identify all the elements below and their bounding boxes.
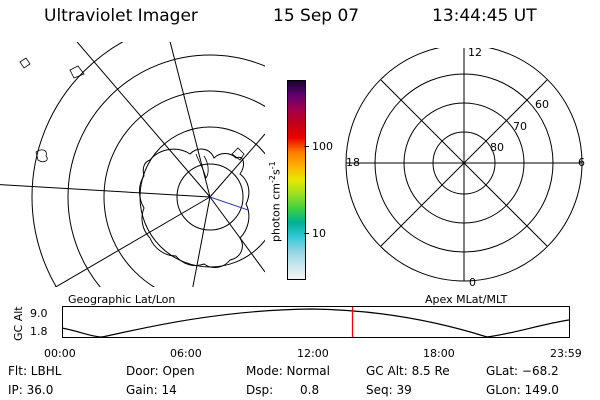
geo-lat-circle — [103, 90, 265, 287]
island-coastline — [35, 149, 48, 163]
polar-diagonal — [380, 79, 548, 247]
mode-info: Mode: Normal — [246, 364, 330, 378]
lat-label-70: 70 — [513, 120, 527, 133]
island-coastline — [69, 65, 85, 79]
altitude-plot — [62, 306, 570, 338]
geo-lat-circle — [176, 163, 244, 231]
island-coastline — [231, 147, 245, 161]
geo-meridian — [209, 196, 265, 273]
time-label: 13:44:45 UT — [432, 6, 537, 26]
colorbar-tick — [304, 146, 309, 147]
geo-meridian — [54, 196, 211, 287]
geo-meridian — [0, 184, 211, 198]
x-tick-0000: 00:00 — [44, 347, 76, 360]
colorbar-unit-label: photon cm-2s-1 — [268, 161, 283, 242]
island-coastline — [19, 57, 31, 69]
x-tick-1800: 18:00 — [423, 347, 455, 360]
geographic-map — [0, 42, 265, 287]
glon-info: GLon: 149.0 — [486, 383, 559, 397]
x-tick-2359: 23:59 — [550, 347, 582, 360]
x-tick-0600: 06:00 — [170, 347, 202, 360]
altitude-plot-frame — [62, 306, 570, 338]
geo-meridian — [76, 42, 211, 198]
sun-direction-line — [209, 196, 249, 211]
color-scale-bar — [287, 80, 306, 280]
geo-map-caption: Geographic Lat/Lon — [68, 293, 176, 306]
colorbar-tick — [304, 233, 309, 234]
altitude-curve — [62, 308, 570, 338]
geo-lat-circle — [67, 54, 265, 287]
mlt-label-12: 12 — [468, 46, 482, 59]
date-label: 15 Sep 07 — [273, 6, 360, 26]
altitude-y-top: 9.0 — [30, 307, 48, 320]
peninsula-coastline — [195, 153, 209, 179]
lat-label-80: 80 — [490, 141, 504, 154]
dsp-info-value: 0.8 — [300, 383, 320, 397]
mlt-label-18: 18 — [346, 156, 360, 169]
gain-info: Gain: 14 — [126, 383, 177, 397]
geo-meridian — [192, 196, 211, 287]
altitude-y-bottom: 1.8 — [30, 325, 48, 338]
x-tick-1200: 12:00 — [297, 347, 329, 360]
colorbar-tick-100: 100 — [312, 140, 333, 153]
colorbar-tick-10: 10 — [312, 227, 326, 240]
filter-info: Flt: LBHL — [8, 364, 62, 378]
dsp-info-label: Dsp: — [246, 383, 274, 397]
geo-meridian — [209, 133, 265, 198]
polar-plot — [345, 48, 583, 282]
lat-label-60: 60 — [535, 98, 549, 111]
ip-info: IP: 36.0 — [8, 383, 54, 397]
seq-info: Seq: 39 — [366, 383, 412, 397]
mlt-label-6: 6 — [578, 156, 585, 169]
instrument-title: Ultraviolet Imager — [44, 6, 198, 26]
polar-plot-caption: Apex MLat/MLT — [425, 293, 508, 306]
altitude-axis-label: GC Alt — [12, 306, 25, 341]
geo-meridian — [169, 42, 211, 198]
door-info: Door: Open — [126, 364, 195, 378]
mlt-label-0: 0 — [469, 276, 476, 289]
geo-lat-circle — [31, 42, 124, 287]
antarctica-coastline — [139, 148, 250, 268]
glat-info: GLat: −68.2 — [486, 364, 559, 378]
gc-alt-info: GC Alt: 8.5 Re — [366, 364, 450, 378]
